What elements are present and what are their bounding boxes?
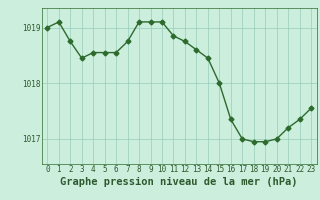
- X-axis label: Graphe pression niveau de la mer (hPa): Graphe pression niveau de la mer (hPa): [60, 177, 298, 187]
